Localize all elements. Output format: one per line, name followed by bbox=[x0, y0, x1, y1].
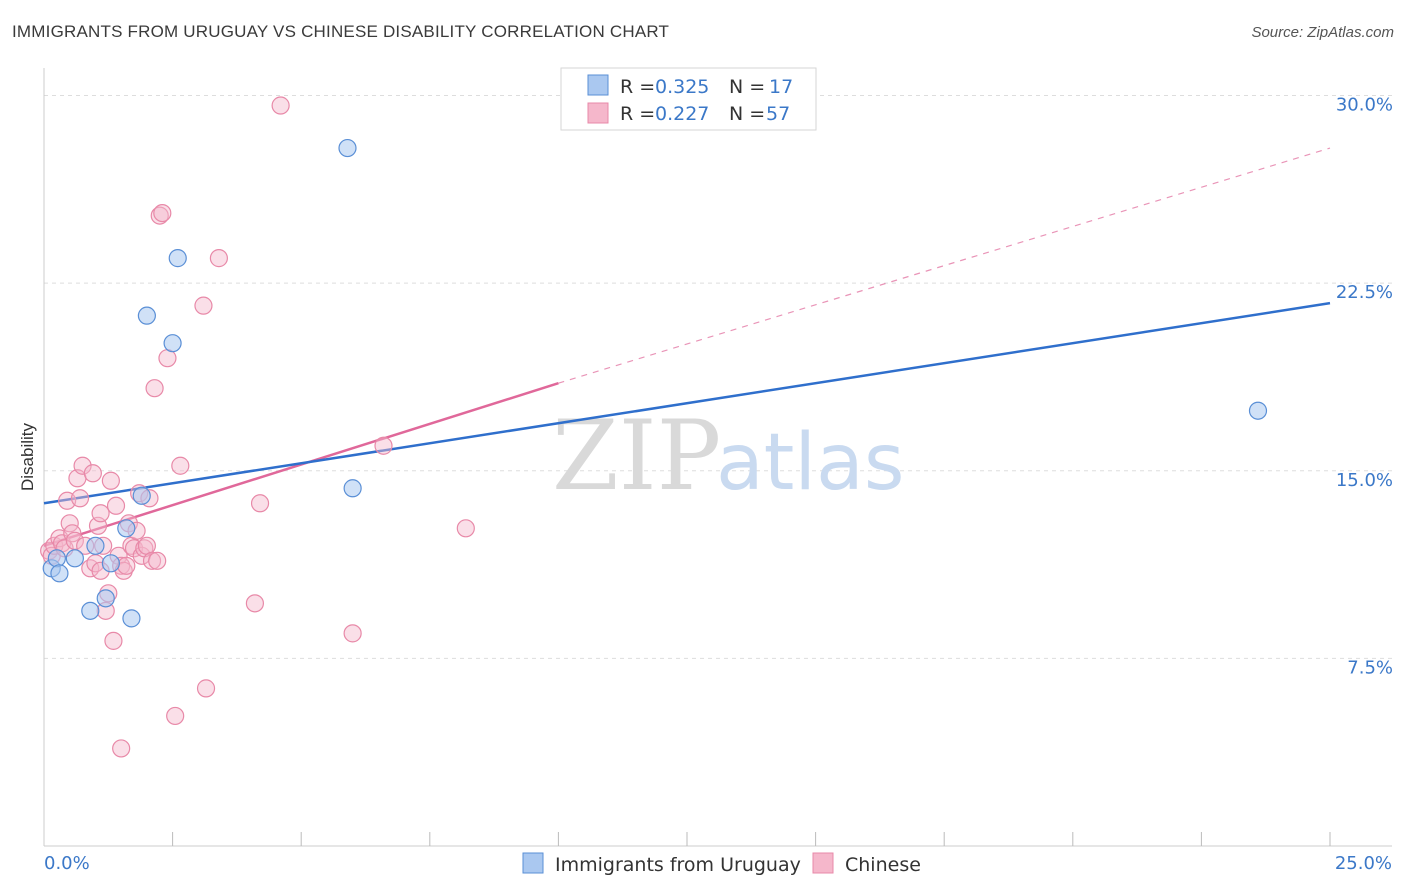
bottom-legend-swatch-chinese bbox=[812, 852, 834, 874]
data-point-chinese bbox=[91, 504, 110, 523]
data-point-chinese bbox=[209, 249, 228, 268]
data-point-uruguay bbox=[163, 334, 182, 353]
data-point-uruguay bbox=[86, 536, 105, 555]
trend-line-chinese-extrapolated bbox=[558, 147, 1331, 384]
data-point-uruguay bbox=[47, 549, 66, 568]
data-point-uruguay bbox=[1248, 401, 1268, 420]
data-point-uruguay bbox=[101, 554, 120, 573]
data-point-uruguay bbox=[168, 249, 187, 268]
data-point-chinese bbox=[101, 471, 120, 490]
legend-r-value-chinese: 0.227 bbox=[655, 103, 709, 125]
correlation-legend: R = 0.325 N = 17 R = 0.227 N = 57 bbox=[560, 67, 817, 131]
data-point-chinese bbox=[171, 456, 190, 475]
watermark-atlas: atlas bbox=[716, 418, 905, 508]
trend-lines bbox=[43, 147, 1331, 547]
watermark-zip: ZIP bbox=[552, 400, 721, 512]
y-tick-label: 7.5% bbox=[1347, 657, 1393, 678]
data-point-uruguay bbox=[132, 486, 151, 505]
data-point-chinese bbox=[106, 496, 126, 515]
data-point-chinese bbox=[153, 203, 172, 223]
data-point-chinese bbox=[83, 464, 102, 483]
y-tick-label: 22.5% bbox=[1336, 282, 1393, 303]
x-axis-ticks bbox=[172, 832, 1331, 846]
data-point-uruguay bbox=[338, 138, 357, 158]
data-point-uruguay bbox=[122, 609, 141, 628]
data-point-uruguay bbox=[137, 306, 156, 325]
data-point-chinese bbox=[70, 489, 90, 508]
legend-n-value-uruguay: 17 bbox=[769, 76, 793, 98]
data-point-uruguay bbox=[343, 479, 362, 498]
data-point-chinese bbox=[117, 556, 136, 575]
x-tick-label-max: 25.0% bbox=[1335, 853, 1392, 874]
legend-r-label-chinese: R = bbox=[620, 103, 655, 125]
data-point-chinese bbox=[343, 624, 362, 643]
legend-n-label-uruguay: N = bbox=[729, 76, 765, 98]
gridlines bbox=[44, 95, 1392, 659]
data-point-chinese bbox=[142, 551, 162, 570]
legend-swatch-uruguay bbox=[587, 74, 609, 96]
chart-title: IMMIGRANTS FROM URUGUAY VS CHINESE DISAB… bbox=[12, 22, 670, 41]
bottom-legend-label-uruguay: Immigrants from Uruguay bbox=[555, 854, 801, 876]
y-tick-label: 30.0% bbox=[1336, 95, 1393, 116]
chart-source: Source: ZipAtlas.com bbox=[1251, 24, 1394, 41]
data-point-chinese bbox=[148, 551, 167, 570]
bottom-legend-swatch-uruguay bbox=[522, 852, 544, 874]
y-axis-label: Disability bbox=[18, 422, 37, 491]
y-axis-tick-labels: 7.5% 15.0% 22.5% 30.0% bbox=[1336, 95, 1393, 679]
y-tick-label: 15.0% bbox=[1336, 470, 1393, 491]
legend-n-label-chinese: N = bbox=[729, 103, 765, 125]
data-point-uruguay bbox=[117, 519, 136, 538]
data-point-chinese bbox=[112, 739, 131, 758]
data-point-chinese bbox=[250, 494, 270, 513]
series-chinese-points bbox=[40, 96, 475, 758]
data-point-chinese bbox=[196, 679, 216, 698]
legend-n-value-chinese: 57 bbox=[766, 103, 790, 125]
data-point-uruguay bbox=[81, 601, 100, 620]
data-point-chinese bbox=[456, 519, 475, 538]
data-point-uruguay bbox=[65, 549, 84, 568]
axes bbox=[43, 68, 1392, 847]
data-point-uruguay bbox=[50, 564, 69, 583]
data-point-chinese bbox=[150, 206, 169, 225]
series-uruguay-points bbox=[42, 138, 1268, 628]
data-point-chinese bbox=[374, 436, 393, 455]
series-legend: Immigrants from Uruguay Chinese bbox=[522, 852, 921, 876]
data-point-chinese bbox=[271, 96, 290, 115]
trend-line-uruguay bbox=[43, 301, 1331, 505]
data-point-chinese bbox=[145, 379, 164, 398]
watermark: ZIP atlas bbox=[552, 400, 905, 512]
bottom-legend-label-chinese: Chinese bbox=[845, 854, 921, 876]
data-point-chinese bbox=[104, 631, 123, 650]
data-point-chinese bbox=[73, 456, 92, 475]
legend-r-label-uruguay: R = bbox=[620, 76, 655, 98]
data-point-chinese bbox=[166, 706, 185, 726]
legend-r-value-uruguay: 0.325 bbox=[655, 76, 709, 98]
data-point-uruguay bbox=[96, 589, 115, 608]
data-point-chinese bbox=[194, 296, 213, 315]
legend-swatch-chinese bbox=[587, 102, 609, 124]
x-tick-label-min: 0.0% bbox=[44, 853, 90, 874]
data-point-chinese bbox=[245, 594, 265, 613]
